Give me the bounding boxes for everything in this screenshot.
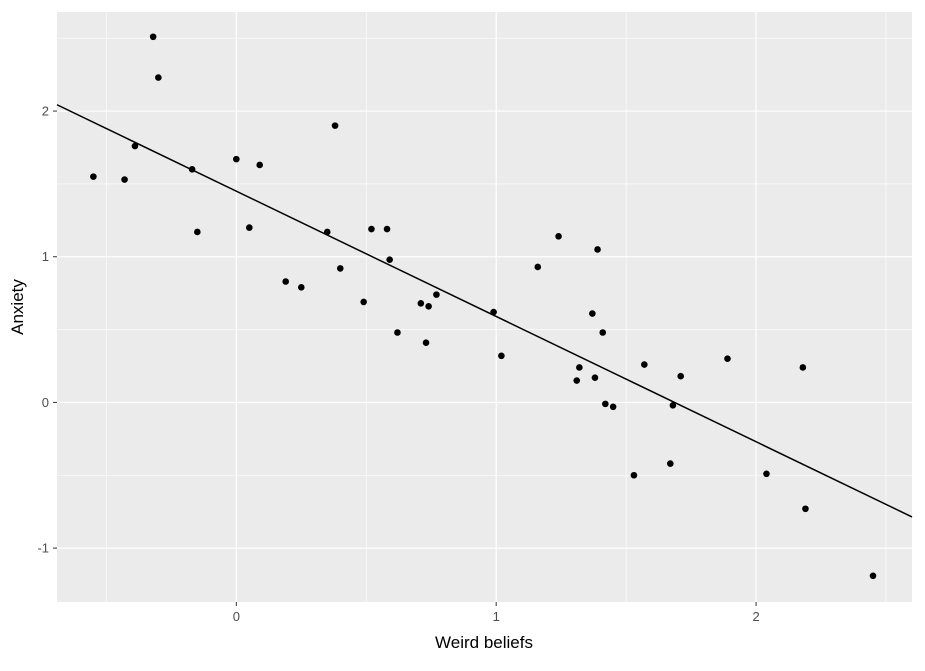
- data-point: [386, 256, 393, 263]
- data-point: [677, 372, 685, 380]
- x-tick-label: 2: [752, 609, 759, 624]
- data-point: [297, 284, 305, 291]
- data-point: [383, 225, 391, 233]
- data-point: [573, 377, 581, 384]
- data-point: [594, 246, 601, 253]
- data-point: [368, 225, 375, 233]
- data-point: [669, 402, 677, 409]
- data-point: [602, 400, 609, 408]
- data-point: [609, 403, 617, 411]
- y-tick-label: -1: [37, 541, 49, 556]
- data-point: [331, 122, 339, 129]
- data-point: [256, 161, 264, 169]
- x-tick-label: 1: [493, 609, 500, 624]
- data-point: [498, 352, 505, 360]
- data-point: [194, 228, 201, 236]
- x-axis-title: Weird beliefs: [435, 633, 533, 652]
- regression-line: [56, 104, 913, 518]
- data-point: [802, 505, 809, 513]
- y-tick-label: 2: [42, 104, 49, 119]
- data-point: [763, 470, 770, 478]
- data-point: [246, 224, 253, 231]
- data-point: [394, 329, 401, 336]
- data-points: [90, 33, 877, 580]
- data-point: [591, 374, 599, 381]
- y-axis-ticks: -1 0 1 2: [37, 104, 57, 556]
- data-point: [799, 364, 807, 371]
- y-tick-label: 1: [42, 249, 49, 264]
- data-point: [869, 572, 877, 580]
- data-point: [667, 460, 674, 467]
- data-point: [90, 173, 97, 180]
- data-point: [576, 364, 583, 371]
- y-tick-label: 0: [42, 395, 49, 410]
- data-point: [422, 339, 430, 346]
- data-point: [121, 176, 128, 183]
- data-point: [282, 278, 289, 285]
- data-point: [641, 361, 648, 368]
- y-axis-title: Anxiety: [8, 279, 27, 335]
- data-point: [233, 155, 240, 163]
- major-gridlines: [57, 12, 912, 602]
- x-tick-label: 0: [233, 609, 240, 624]
- data-point: [599, 329, 607, 336]
- panel-background: [57, 12, 912, 602]
- data-point: [155, 74, 162, 81]
- data-point: [360, 298, 367, 306]
- minor-gridlines: [57, 12, 912, 602]
- data-point: [323, 228, 331, 236]
- data-point: [630, 471, 638, 479]
- data-point: [336, 265, 344, 272]
- data-point: [131, 142, 139, 150]
- data-point: [724, 355, 731, 363]
- data-point: [417, 300, 425, 307]
- data-point: [534, 263, 542, 271]
- data-point: [555, 233, 562, 240]
- data-point: [589, 310, 596, 317]
- data-point: [490, 308, 497, 316]
- data-point: [188, 166, 196, 173]
- data-point: [149, 33, 157, 41]
- x-axis-ticks: 0 1 2: [233, 602, 760, 624]
- data-point: [433, 291, 440, 298]
- data-point: [425, 302, 432, 310]
